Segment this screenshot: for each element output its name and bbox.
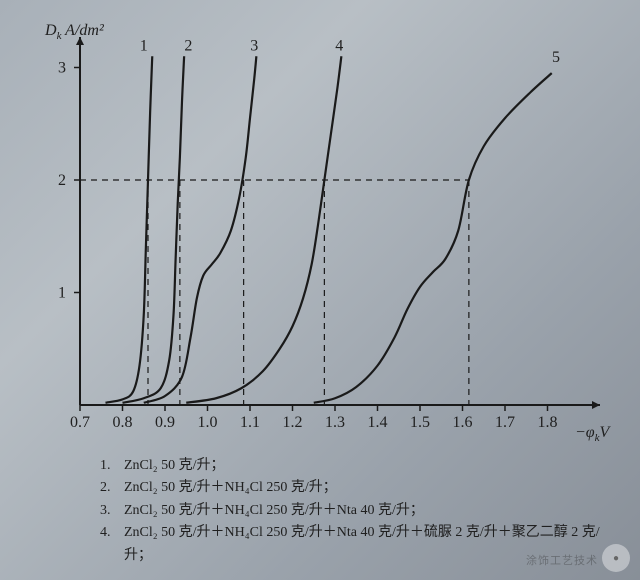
curve-label-5: 5 bbox=[552, 49, 560, 66]
x-tick-label: 1.4 bbox=[368, 414, 388, 431]
curve-4 bbox=[186, 56, 341, 403]
x-tick-label: 1.2 bbox=[283, 414, 303, 431]
curve-label-3: 3 bbox=[250, 38, 258, 55]
curve-5 bbox=[314, 73, 552, 403]
chart-svg: Dk A/dm² −φkV 0.7 0.8 0.9 1.0 1.1 1.2 1.3 1.4 1.5 1… bbox=[20, 15, 620, 445]
curve-3 bbox=[144, 56, 257, 403]
y-axis-label: Dk A/dm² bbox=[44, 22, 105, 42]
curve-label-2: 2 bbox=[184, 38, 192, 55]
legend-text: ZnCl₂ 50 克/升＋NH₄Cl 250 克/升； bbox=[124, 477, 620, 499]
x-tick-label: 1.6 bbox=[453, 414, 473, 431]
curve-1 bbox=[106, 56, 153, 403]
x-tick-label: 0.7 bbox=[70, 414, 90, 431]
y-tick-label: 3 bbox=[58, 60, 66, 77]
x-tick-label: 1.1 bbox=[240, 414, 260, 431]
x-tick-label: 1.7 bbox=[495, 414, 515, 431]
x-tick-label: 0.9 bbox=[155, 414, 175, 431]
y-tick-label: 1 bbox=[58, 285, 66, 302]
watermark-icon: ● bbox=[602, 544, 630, 572]
legend-item: 3.ZnCl₂ 50 克/升＋NH₄Cl 250 克/升＋Nta 40 克/升； bbox=[100, 500, 620, 522]
legend-num: 3. bbox=[100, 500, 124, 522]
legend-text: ZnCl₂ 50 克/升； bbox=[124, 455, 620, 477]
x-tick-label: 1.3 bbox=[325, 414, 345, 431]
x-tick-label: 0.8 bbox=[113, 414, 133, 431]
legend-text: ZnCl₂ 50 克/升＋NH₄Cl 250 克/升＋Nta 40 克/升； bbox=[124, 500, 620, 522]
x-axis-arrow bbox=[592, 401, 600, 409]
watermark-text: 涂饰工艺技术 bbox=[526, 552, 598, 568]
legend-item: 2.ZnCl₂ 50 克/升＋NH₄Cl 250 克/升； bbox=[100, 477, 620, 499]
x-tick-label: 1.5 bbox=[410, 414, 430, 431]
legend-item: 1.ZnCl₂ 50 克/升； bbox=[100, 455, 620, 477]
x-tick-label: 1.0 bbox=[198, 414, 218, 431]
y-tick-label: 2 bbox=[58, 172, 66, 189]
legend-num: 2. bbox=[100, 477, 124, 499]
legend-num: 4. bbox=[100, 522, 124, 567]
x-axis-label: −φkV bbox=[575, 424, 612, 444]
curve-label-1: 1 bbox=[140, 38, 148, 55]
legend: 1.ZnCl₂ 50 克/升；2.ZnCl₂ 50 克/升＋NH₄Cl 250 … bbox=[100, 455, 620, 567]
x-tick-label: 1.8 bbox=[538, 414, 558, 431]
polarization-chart: Dk A/dm² −φkV 0.7 0.8 0.9 1.0 1.1 1.2 1.3 1.4 1.5 1… bbox=[20, 15, 620, 445]
curve-label-4: 4 bbox=[335, 38, 343, 55]
curve-2 bbox=[123, 56, 185, 403]
legend-num: 1. bbox=[100, 455, 124, 477]
